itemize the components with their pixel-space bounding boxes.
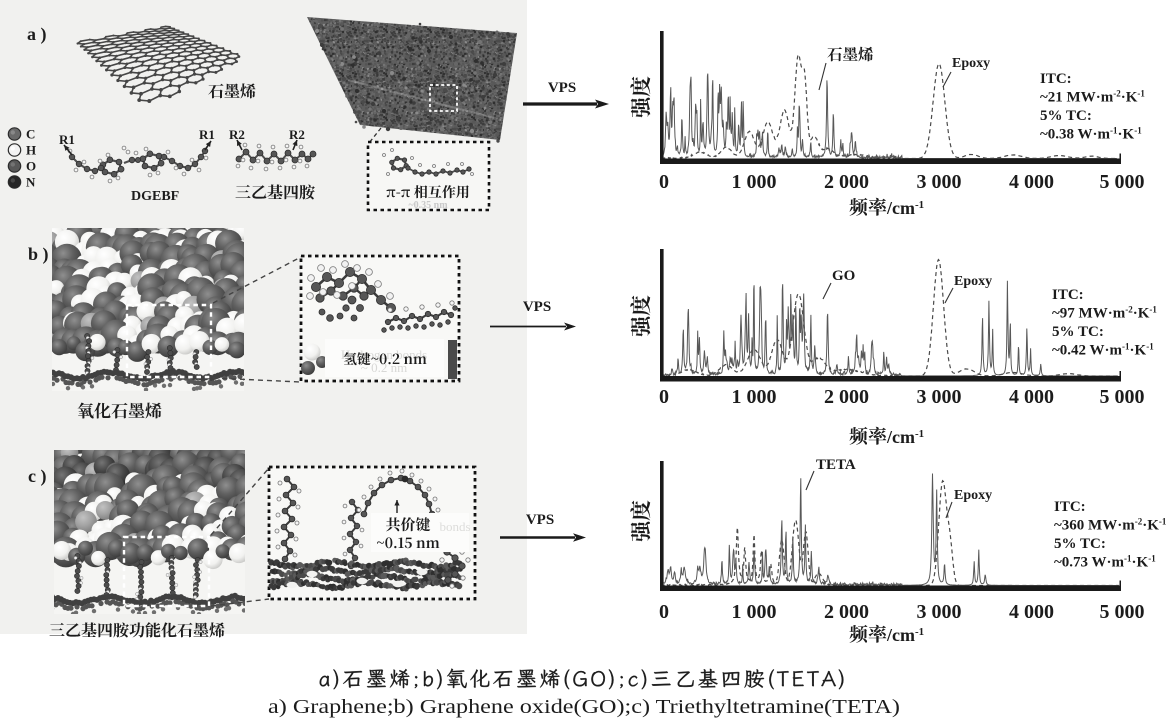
svg-text:2 000: 2 000 [824, 386, 869, 408]
svg-text:DGEBF: DGEBF [131, 189, 179, 204]
svg-text:R2: R2 [229, 127, 245, 142]
svg-text:~97 MW·m-2·K-1: ~97 MW·m-2·K-1 [1052, 305, 1157, 322]
svg-text:ITC:: ITC: [1054, 499, 1086, 515]
svg-text:N: N [26, 175, 36, 190]
svg-text:Epoxy: Epoxy [952, 56, 990, 71]
svg-text:R1: R1 [59, 132, 75, 147]
svg-text:5 000: 5 000 [1100, 386, 1145, 408]
svg-text:GO: GO [832, 268, 855, 284]
svg-text:5% TC:: 5% TC: [1054, 536, 1106, 552]
svg-text:Epoxy: Epoxy [954, 488, 992, 503]
svg-text:VPS: VPS [548, 80, 576, 96]
svg-text:0: 0 [659, 601, 669, 623]
svg-text:C: C [26, 127, 35, 142]
svg-text:~0.38 W·m-1·K-1: ~0.38 W·m-1·K-1 [1040, 126, 1142, 143]
svg-text:4 000: 4 000 [1009, 386, 1054, 408]
svg-text:~0.73 W·m-1·K-1: ~0.73 W·m-1·K-1 [1054, 554, 1156, 571]
svg-text:VPS: VPS [523, 299, 551, 315]
svg-text:5 000: 5 000 [1100, 601, 1145, 623]
svg-text:5% TC:: 5% TC: [1040, 108, 1092, 124]
svg-text:/cm-1: /cm-1 [886, 427, 924, 447]
svg-text:O: O [26, 159, 36, 174]
svg-text:R1: R1 [199, 127, 215, 142]
svg-text:a ): a ) [27, 24, 47, 45]
svg-text:ITC:: ITC: [1052, 287, 1084, 303]
svg-text:/cm-1: /cm-1 [886, 198, 924, 218]
svg-text:5 000: 5 000 [1100, 171, 1145, 193]
svg-text:1 000: 1 000 [732, 386, 777, 408]
svg-text:Epoxy: Epoxy [954, 274, 992, 289]
svg-text:1 000: 1 000 [732, 171, 777, 193]
svg-text:b ): b ) [28, 244, 49, 265]
svg-text:2 000: 2 000 [824, 601, 869, 623]
svg-text:TETA: TETA [816, 457, 856, 473]
svg-text:3 000: 3 000 [917, 171, 962, 193]
svg-text:2 000: 2 000 [824, 171, 869, 193]
svg-text:VPS: VPS [526, 512, 554, 528]
svg-text:4 000: 4 000 [1009, 601, 1054, 623]
svg-text:~0.35 nm: ~0.35 nm [408, 200, 448, 211]
svg-text:H: H [26, 143, 36, 158]
svg-text:~21 MW·m-2·K-1: ~21 MW·m-2·K-1 [1040, 89, 1145, 106]
svg-text:3 000: 3 000 [917, 601, 962, 623]
svg-text:3 000: 3 000 [917, 386, 962, 408]
svg-text:~360 MW·m-2·K-1: ~360 MW·m-2·K-1 [1054, 517, 1167, 534]
svg-text:5% TC:: 5% TC: [1052, 324, 1104, 340]
svg-text:/cm-1: /cm-1 [886, 625, 924, 645]
svg-text:~0.42 W·m-1·K-1: ~0.42 W·m-1·K-1 [1052, 342, 1154, 359]
svg-text:R2: R2 [289, 127, 305, 142]
svg-text:ITC:: ITC: [1040, 71, 1072, 87]
svg-text:c ): c ) [28, 466, 46, 487]
svg-text:~ 0.2 nm: ~ 0.2 nm [361, 360, 407, 375]
svg-text:1 000: 1 000 [732, 601, 777, 623]
svg-text:a) Graphene;b) Graphene oxide(: a) Graphene;b) Graphene oxide(GO);c) Tri… [268, 696, 900, 718]
svg-text:4 000: 4 000 [1009, 171, 1054, 193]
svg-text:0: 0 [659, 171, 669, 193]
svg-text:0: 0 [659, 386, 669, 408]
svg-text:bonds: bonds [439, 519, 470, 534]
